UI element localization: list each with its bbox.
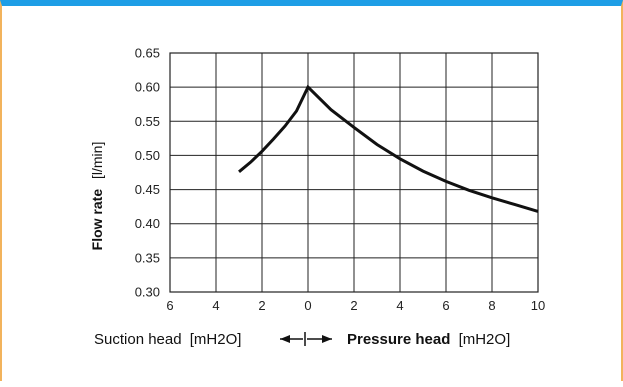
y-tick-label: 0.35 — [135, 250, 160, 265]
y-tick-label: 0.55 — [135, 114, 160, 129]
x-tick-label: 4 — [396, 298, 403, 313]
series-line — [238, 84, 539, 213]
y-tick-label: 0.60 — [135, 80, 160, 95]
x-tick-label: 8 — [488, 298, 495, 313]
series-group — [238, 84, 539, 213]
pressure-head-unit: [mH2O] — [459, 331, 511, 348]
y-tick-label: 0.45 — [135, 182, 160, 197]
y-axis-label: Flow rate [l/min] — [89, 142, 105, 251]
y-tick-label: 0.30 — [135, 285, 160, 300]
x-tick-label: 6 — [442, 298, 449, 313]
suction-head-label: Suction head — [94, 331, 182, 348]
pressure-head-caption: Pressure head [mH2O] — [347, 331, 510, 348]
x-axis-ticks: 6 4 2 0 2 4 6 8 10 — [166, 298, 545, 313]
suction-head-caption: Suction head [mH2O] — [94, 331, 241, 348]
right-arrow-icon — [322, 335, 332, 343]
suction-head-unit: [mH2O] — [190, 331, 242, 348]
grid-lines — [169, 52, 539, 293]
plot-area-border — [169, 52, 539, 293]
left-arrow-icon — [280, 335, 290, 343]
x-tick-label: 4 — [212, 298, 219, 313]
x-tick-label: 10 — [531, 298, 545, 313]
y-axis-ticks: 0.30 0.35 0.40 0.45 0.50 0.55 0.60 0.65 — [135, 46, 160, 300]
y-axis-unit: [l/min] — [89, 142, 105, 179]
x-tick-label: 2 — [258, 298, 265, 313]
x-tick-label: 2 — [350, 298, 357, 313]
y-tick-label: 0.65 — [135, 46, 160, 61]
direction-arrows — [280, 332, 332, 346]
y-tick-label: 0.50 — [135, 148, 160, 163]
y-tick-label: 0.40 — [135, 216, 160, 231]
x-tick-label: 6 — [166, 298, 173, 313]
pressure-head-label: Pressure head — [347, 331, 450, 348]
x-tick-label: 0 — [304, 298, 311, 313]
y-axis-label-text: Flow rate — [89, 189, 105, 251]
